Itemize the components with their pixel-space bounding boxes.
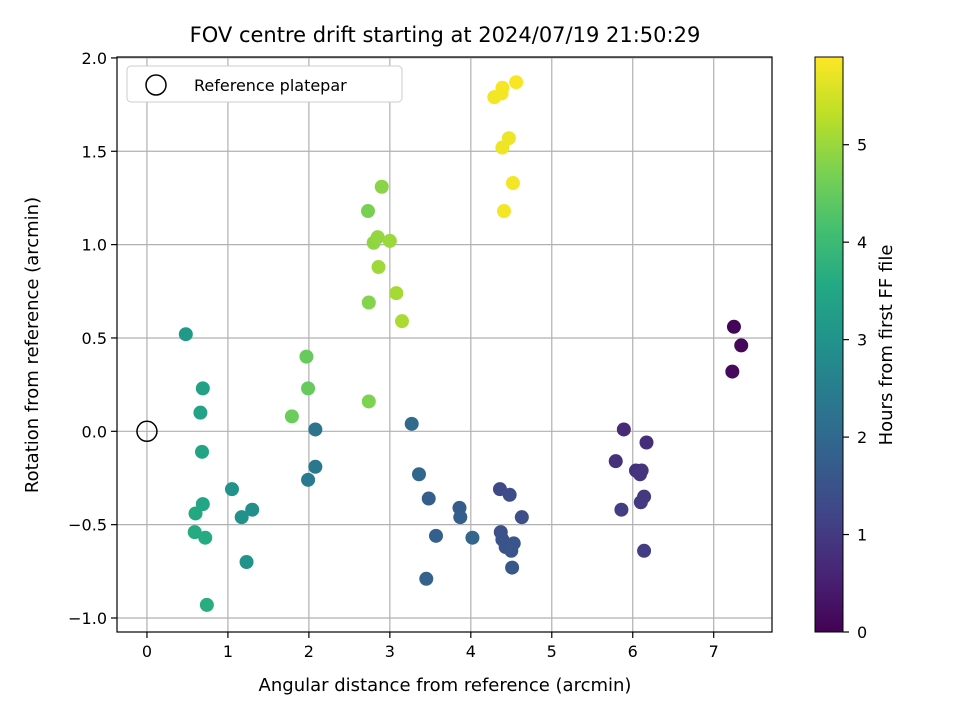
- data-point: [428, 528, 443, 543]
- colorbar-tick-label: 5: [857, 136, 867, 155]
- data-point: [726, 319, 741, 334]
- data-point: [382, 233, 397, 248]
- data-point: [299, 349, 314, 364]
- colorbar-gradient: [814, 56, 844, 633]
- data-point: [505, 176, 520, 191]
- x-tick-label: 4: [466, 642, 476, 661]
- data-point: [198, 530, 213, 545]
- data-point: [614, 502, 629, 517]
- y-tick-label: 1.5: [82, 142, 107, 161]
- data-point: [734, 338, 749, 353]
- data-point: [502, 487, 517, 502]
- data-point: [361, 295, 376, 310]
- data-point: [616, 422, 631, 437]
- data-point: [634, 463, 649, 478]
- x-axis-title: Angular distance from reference (arcmin): [259, 675, 632, 696]
- y-tick-label: 0.0: [82, 422, 107, 441]
- y-tick-label: 0.5: [82, 329, 107, 348]
- colorbar-ticks: 0 1 2 3 4 5: [843, 136, 867, 642]
- data-point: [465, 530, 480, 545]
- data-point: [505, 560, 520, 575]
- data-point: [239, 554, 254, 569]
- data-point: [199, 597, 214, 612]
- colorbar-title: Hours from first FF file: [876, 245, 897, 446]
- data-point: [639, 435, 654, 450]
- data-point: [637, 543, 652, 558]
- y-axis-title: Rotation from reference (arcmin): [22, 197, 43, 493]
- colorbar-tick-label: 1: [857, 526, 867, 545]
- data-point: [195, 444, 210, 459]
- colorbar-tick-label: 2: [857, 428, 867, 447]
- data-point: [370, 230, 385, 245]
- data-point: [411, 467, 426, 482]
- data-point: [234, 510, 249, 525]
- data-point: [188, 506, 203, 521]
- data-point: [419, 571, 434, 586]
- data-point: [361, 394, 376, 409]
- data-point: [374, 179, 389, 194]
- reference-platepar-marker: [136, 420, 158, 443]
- data-point: [633, 495, 648, 510]
- legend-box: [126, 65, 403, 103]
- data-point: [301, 381, 316, 396]
- data-point: [514, 510, 529, 525]
- data-point: [495, 140, 510, 155]
- x-tick-label: 7: [709, 642, 719, 661]
- y-tick-label: −0.5: [68, 516, 107, 535]
- data-point: [187, 525, 202, 540]
- data-point: [195, 381, 210, 396]
- data-point: [301, 472, 316, 487]
- data-point: [725, 364, 740, 379]
- y-axis-ticks: −1.0 −0.5 0.0 0.5 1.0 1.5 2.0: [68, 49, 117, 628]
- data-point: [506, 536, 521, 551]
- x-tick-label: 2: [304, 642, 314, 661]
- x-tick-label: 5: [547, 642, 557, 661]
- data-points: [178, 75, 749, 612]
- colorbar-tick-label: 4: [857, 233, 867, 252]
- data-point: [284, 409, 299, 424]
- data-point: [308, 459, 323, 474]
- plot-frame: [116, 56, 773, 633]
- colorbar-tick-label: 3: [857, 331, 867, 350]
- data-point: [245, 502, 260, 517]
- y-tick-label: 2.0: [82, 49, 107, 68]
- data-point: [453, 510, 468, 525]
- x-axis-ticks: 0 1 2 3 4 5 6 7: [142, 632, 719, 661]
- x-tick-label: 3: [385, 642, 395, 661]
- data-point: [308, 422, 323, 437]
- data-point: [608, 454, 623, 469]
- data-point: [404, 416, 419, 431]
- legend-label: Reference platepar: [194, 76, 347, 95]
- y-tick-label: 1.0: [82, 236, 107, 255]
- colorbar: 0 1 2 3 4 5 Hours from first FF file: [814, 56, 897, 642]
- data-point: [421, 491, 436, 506]
- x-tick-label: 0: [142, 642, 152, 661]
- data-point: [389, 286, 404, 301]
- data-point: [360, 204, 375, 219]
- data-point: [371, 260, 386, 275]
- data-point: [497, 204, 512, 219]
- data-point: [224, 482, 239, 497]
- data-point: [193, 405, 208, 420]
- colorbar-tick-label: 0: [857, 623, 867, 642]
- grid: [117, 57, 772, 632]
- data-point: [178, 327, 193, 342]
- x-tick-label: 6: [628, 642, 638, 661]
- legend: Reference platepar: [126, 65, 403, 103]
- data-point: [494, 86, 509, 101]
- chart-title: FOV centre drift starting at 2024/07/19 …: [190, 23, 701, 47]
- data-point: [509, 75, 524, 90]
- data-point: [394, 314, 409, 329]
- legend-open-circle-icon: [145, 74, 167, 96]
- x-tick-label: 1: [223, 642, 233, 661]
- y-tick-label: −1.0: [68, 609, 107, 628]
